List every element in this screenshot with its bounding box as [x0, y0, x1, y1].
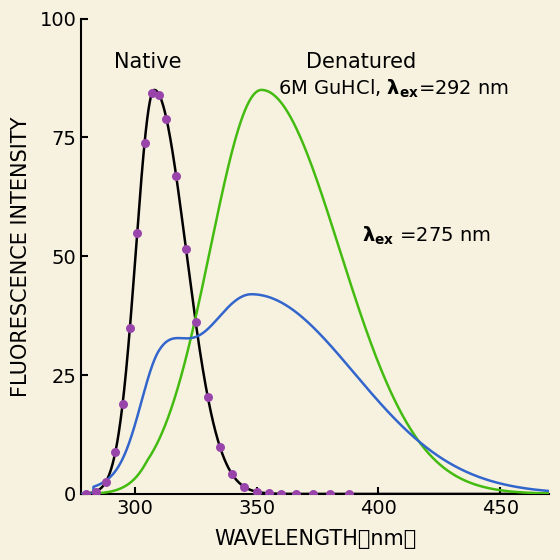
- Point: [133, 228, 142, 237]
- Point: [252, 487, 261, 496]
- Point: [181, 244, 190, 253]
- Point: [118, 399, 127, 408]
- Point: [172, 171, 181, 180]
- Point: [162, 114, 171, 123]
- Point: [155, 90, 164, 99]
- Point: [264, 489, 273, 498]
- Text: 6M GuHCl, $\mathbf{\lambda}$$_{\mathbf{ex}}$=292 nm: 6M GuHCl, $\mathbf{\lambda}$$_{\mathbf{e…: [278, 78, 508, 100]
- Point: [101, 478, 110, 487]
- Point: [308, 489, 317, 498]
- Point: [191, 318, 200, 326]
- Point: [91, 487, 100, 496]
- Point: [111, 448, 120, 457]
- Point: [140, 139, 149, 148]
- X-axis label: WAVELENGTH（nm）: WAVELENGTH（nm）: [214, 529, 416, 549]
- Point: [216, 443, 225, 452]
- Point: [291, 489, 300, 498]
- Point: [82, 489, 91, 498]
- Point: [277, 489, 286, 498]
- Point: [203, 393, 212, 402]
- Point: [147, 89, 156, 98]
- Text: Native: Native: [114, 52, 181, 72]
- Point: [125, 323, 134, 332]
- Point: [240, 482, 249, 491]
- Point: [325, 489, 334, 498]
- Point: [228, 470, 237, 479]
- Text: Denatured: Denatured: [306, 52, 416, 72]
- Text: $\mathbf{\lambda}$$_{\mathbf{ex}}$ =275 nm: $\mathbf{\lambda}$$_{\mathbf{ex}}$ =275 …: [362, 225, 491, 248]
- Point: [344, 489, 353, 498]
- Y-axis label: FLUORESCENCE INTENSITY: FLUORESCENCE INTENSITY: [11, 116, 31, 396]
